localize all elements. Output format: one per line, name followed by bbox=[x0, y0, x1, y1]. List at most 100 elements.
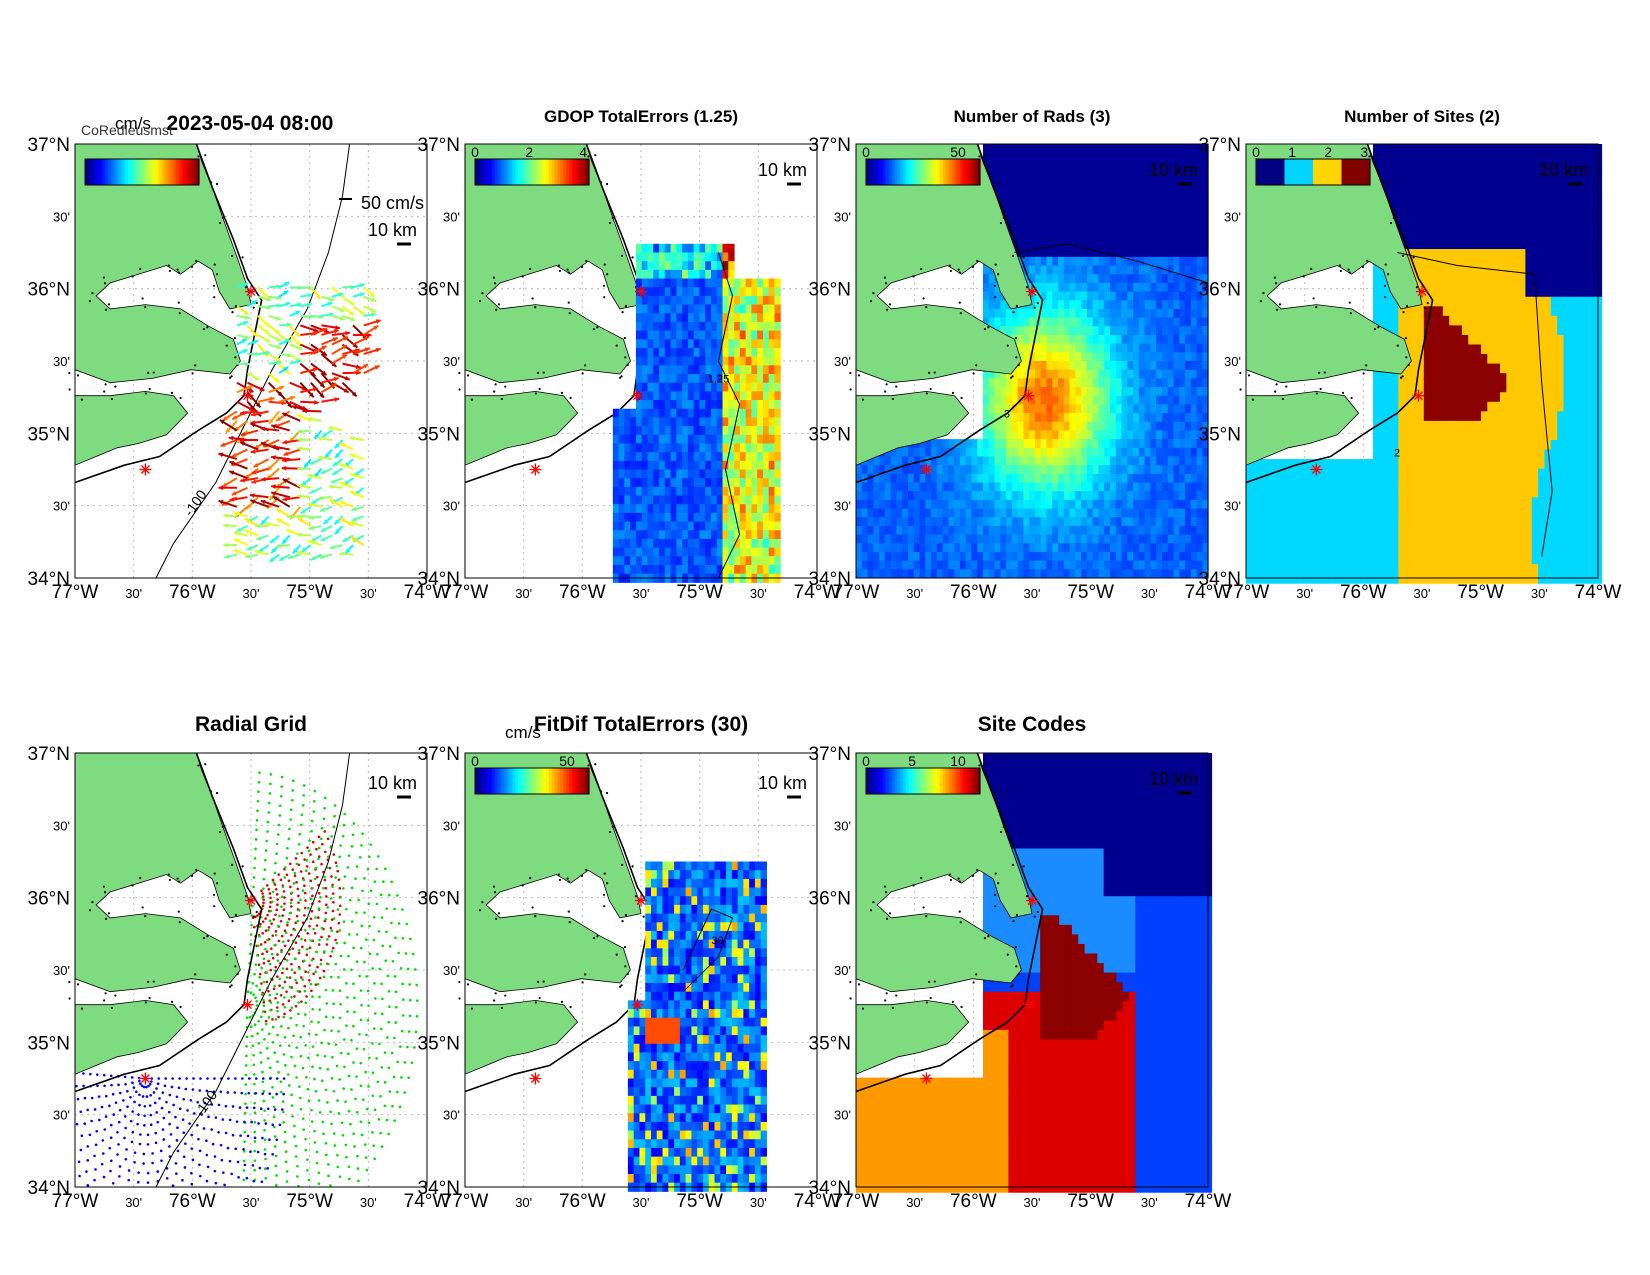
field-cell bbox=[983, 543, 990, 553]
field-cell bbox=[1474, 249, 1482, 260]
field-cell bbox=[653, 382, 660, 392]
field-cell bbox=[936, 569, 944, 579]
field-cell bbox=[1081, 343, 1088, 353]
field-cell bbox=[1138, 308, 1146, 319]
field-cell bbox=[1040, 334, 1048, 345]
field-cell bbox=[1190, 569, 1198, 579]
field-cell bbox=[1011, 152, 1019, 162]
field-cell bbox=[1086, 378, 1094, 388]
field-cell bbox=[659, 252, 666, 262]
field-cell bbox=[1133, 282, 1140, 293]
field-cell bbox=[1156, 343, 1163, 353]
field-cell bbox=[728, 356, 735, 366]
field-cell bbox=[1086, 144, 1094, 154]
field-cell bbox=[699, 269, 706, 280]
field-cell bbox=[699, 243, 706, 253]
field-cell bbox=[936, 543, 944, 553]
field-cell bbox=[1017, 508, 1024, 518]
field-cell bbox=[1034, 144, 1042, 154]
field-cell bbox=[1052, 187, 1059, 197]
current-vector-head bbox=[284, 282, 290, 287]
field-cell bbox=[1538, 249, 1545, 260]
field-cell bbox=[1115, 361, 1123, 371]
field-cell bbox=[693, 365, 700, 375]
colorbar-cell bbox=[554, 159, 559, 185]
field-cell bbox=[768, 495, 775, 505]
field-cell bbox=[1474, 172, 1482, 183]
field-cell bbox=[971, 447, 978, 457]
field-cell bbox=[1023, 551, 1030, 562]
field-cell bbox=[1127, 430, 1134, 440]
field-cell bbox=[630, 452, 637, 462]
field-cell bbox=[1081, 308, 1088, 319]
field-cell bbox=[745, 530, 752, 540]
field-cell bbox=[1557, 201, 1565, 212]
field-cell bbox=[1595, 220, 1603, 231]
field-cell bbox=[1156, 361, 1163, 371]
field-cell bbox=[856, 517, 863, 527]
current-vector-head bbox=[223, 542, 228, 548]
field-cell bbox=[879, 491, 886, 501]
field-cell bbox=[676, 530, 683, 540]
field-cell bbox=[1190, 517, 1198, 527]
colorbar-cell bbox=[161, 159, 166, 185]
field-cell bbox=[1063, 473, 1071, 484]
colorbar-cell bbox=[917, 159, 921, 185]
field-cell bbox=[722, 243, 729, 253]
field-cell bbox=[1531, 153, 1539, 164]
field-cell bbox=[1161, 152, 1169, 162]
field-cell bbox=[913, 508, 921, 518]
field-cell bbox=[705, 400, 712, 410]
field-cell bbox=[768, 469, 775, 479]
field-cell bbox=[1098, 152, 1105, 162]
field-cell bbox=[728, 269, 735, 280]
field-cell bbox=[1161, 378, 1169, 388]
field-cell bbox=[647, 434, 654, 444]
field-cell bbox=[1455, 191, 1463, 202]
current-vector-head bbox=[243, 320, 249, 326]
field-cell bbox=[1190, 352, 1198, 362]
field-cell bbox=[1179, 343, 1186, 353]
field-cell bbox=[1569, 249, 1577, 260]
current-vector-head bbox=[263, 321, 269, 327]
coast-speckle bbox=[928, 371, 931, 374]
field-cell bbox=[1468, 296, 1476, 307]
field-cell bbox=[728, 330, 735, 340]
field-cell bbox=[1121, 404, 1128, 414]
field-cell bbox=[1392, 153, 1399, 164]
field-cell bbox=[994, 170, 1001, 180]
field-cell bbox=[1104, 282, 1111, 293]
field-cell bbox=[1121, 525, 1128, 536]
field-cell bbox=[1442, 182, 1450, 193]
field-cell bbox=[1040, 395, 1048, 405]
field-cell bbox=[1519, 201, 1526, 212]
field-cell bbox=[1040, 473, 1048, 484]
field-cell bbox=[676, 408, 683, 418]
field-cell bbox=[1525, 258, 1533, 269]
field-cell bbox=[647, 512, 654, 523]
field-cell bbox=[647, 252, 654, 262]
field-cell bbox=[1104, 204, 1111, 214]
field-cell bbox=[1063, 213, 1071, 223]
field-cell bbox=[641, 339, 648, 349]
field-cell bbox=[1196, 439, 1203, 449]
coast-speckle bbox=[951, 391, 955, 394]
field-cell bbox=[745, 278, 752, 288]
coast-speckle bbox=[1015, 304, 1019, 308]
field-cell bbox=[1138, 447, 1146, 457]
field-cell bbox=[994, 465, 1001, 475]
field-cell bbox=[1544, 277, 1552, 288]
field-cell bbox=[1133, 560, 1140, 570]
colorbar-cell bbox=[116, 159, 120, 185]
field-cell bbox=[705, 460, 712, 470]
current-vector-head bbox=[286, 514, 292, 520]
current-vector-head bbox=[328, 425, 334, 431]
field-cell bbox=[745, 469, 752, 479]
field-cell bbox=[1046, 274, 1053, 284]
field-cell bbox=[1052, 465, 1059, 475]
field-cell bbox=[1127, 239, 1134, 249]
field-cell bbox=[1075, 213, 1082, 223]
coast-speckle bbox=[1022, 256, 1025, 259]
field-cell bbox=[676, 478, 683, 488]
field-cell bbox=[1487, 191, 1495, 202]
